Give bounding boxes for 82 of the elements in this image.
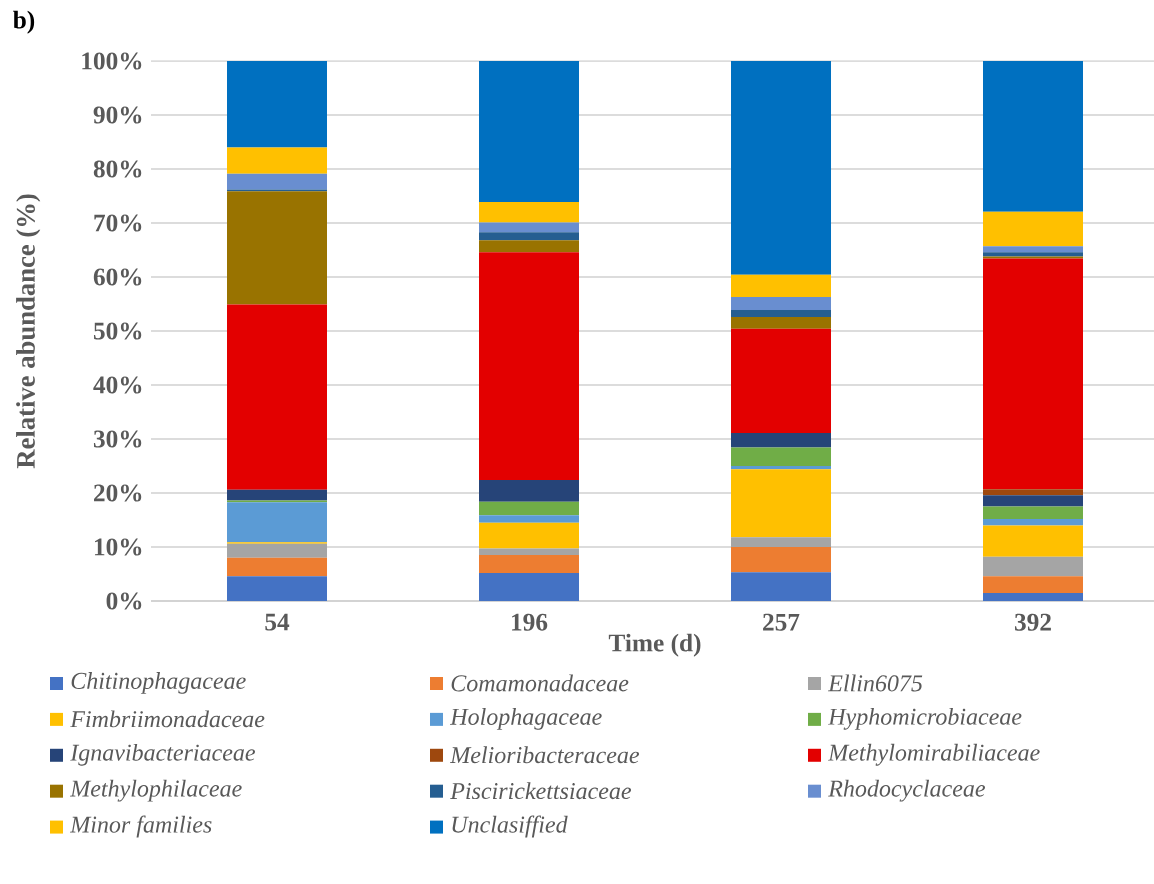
bar xyxy=(227,147,327,174)
bar xyxy=(731,316,832,329)
bar xyxy=(227,502,327,543)
bar xyxy=(479,201,579,223)
bar xyxy=(227,489,327,501)
bar xyxy=(983,525,1083,557)
bar xyxy=(479,480,579,502)
legend-label: Melioribacteraceae xyxy=(450,746,640,764)
bar xyxy=(983,256,1083,259)
bar xyxy=(479,572,579,601)
legend-label: Ellin6075 xyxy=(828,674,923,692)
y-tick-label: 40% xyxy=(93,376,142,394)
bar xyxy=(731,572,832,601)
bar xyxy=(731,274,832,297)
bar xyxy=(479,515,579,523)
bar xyxy=(227,557,327,577)
legend-label: Hyphomicrobiaceae xyxy=(828,707,1022,730)
x-tick-label: 54 xyxy=(265,613,290,631)
bar xyxy=(983,506,1083,519)
bar xyxy=(983,60,1083,212)
x-tick-label: 392 xyxy=(1014,613,1051,631)
bar xyxy=(227,304,327,490)
legend-label: Rhodocyclaceae xyxy=(828,779,986,802)
bar xyxy=(983,211,1083,247)
legend-label: Comamonadaceae xyxy=(451,674,629,692)
y-tick-label: 100% xyxy=(82,52,142,70)
bar xyxy=(479,222,579,233)
bar xyxy=(227,191,327,305)
legend-label: Ignavibacteriaceae xyxy=(70,743,256,766)
bar xyxy=(479,555,579,573)
legend-label: Fimbriimonadaceae xyxy=(70,710,265,728)
bar xyxy=(479,232,579,241)
legend-label: Unclasiffied xyxy=(452,815,568,838)
bar xyxy=(983,252,1083,257)
bar xyxy=(983,576,1083,593)
bar xyxy=(983,246,1083,253)
bar xyxy=(731,465,832,470)
bar xyxy=(227,576,327,601)
bar xyxy=(983,489,1083,496)
bar xyxy=(479,501,579,516)
bar xyxy=(731,296,832,310)
bar xyxy=(983,258,1083,490)
legend-label: Minor families xyxy=(70,815,212,838)
bar xyxy=(731,469,832,538)
legend-label: Piscirickettsiaceae xyxy=(450,782,632,800)
y-axis-title: Relative abundance (%) xyxy=(16,194,41,469)
bar xyxy=(479,240,579,253)
y-tick-label: 10% xyxy=(94,538,142,556)
x-tick-label: 257 xyxy=(763,613,800,631)
legend-label: Methylophilaceae xyxy=(70,779,242,802)
y-tick-label: 0% xyxy=(106,592,142,610)
bar xyxy=(479,548,579,556)
bar xyxy=(479,522,579,549)
y-tick-label: 70% xyxy=(94,214,142,232)
bar xyxy=(983,592,1083,601)
y-tick-label: 20% xyxy=(94,484,142,502)
y-tick-label: 50% xyxy=(93,322,142,340)
y-tick-label: 80% xyxy=(93,160,142,178)
bar xyxy=(227,60,327,148)
bar xyxy=(983,495,1083,507)
bar xyxy=(731,328,832,434)
y-tick-label: 30% xyxy=(93,430,142,448)
bar xyxy=(731,433,832,448)
bar xyxy=(983,518,1083,526)
bar xyxy=(479,252,579,481)
legend-label: Holophagaceae xyxy=(450,707,602,730)
bar xyxy=(983,556,1083,577)
y-tick-label: 90% xyxy=(93,106,142,124)
x-axis-title: Time (d) xyxy=(608,633,701,657)
y-tick-label: 60% xyxy=(93,268,142,286)
bar xyxy=(731,546,832,573)
bar xyxy=(227,173,327,190)
chart-title: b) xyxy=(13,10,35,34)
bar xyxy=(731,309,832,317)
bar xyxy=(731,447,832,466)
bar xyxy=(731,537,832,547)
x-tick-label: 196 xyxy=(512,613,548,631)
legend-label: Methylomirabiliaceae xyxy=(828,743,1040,766)
bar xyxy=(731,60,832,275)
bar xyxy=(479,60,579,202)
legend-label: Chitinophagaceae xyxy=(71,672,246,694)
bar xyxy=(227,543,327,558)
